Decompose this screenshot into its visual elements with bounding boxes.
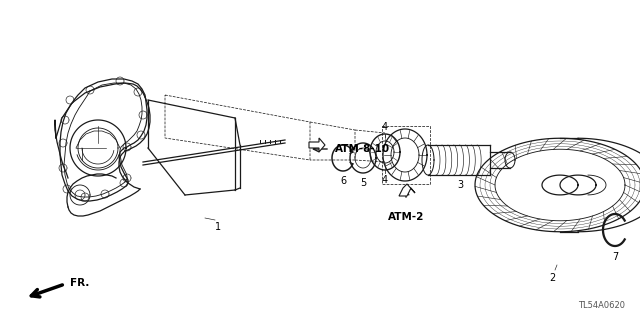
Text: 4: 4 bbox=[382, 175, 388, 185]
Text: TL54A0620: TL54A0620 bbox=[578, 301, 625, 310]
Polygon shape bbox=[309, 138, 325, 152]
Text: 6: 6 bbox=[340, 176, 346, 186]
Text: 2: 2 bbox=[549, 273, 555, 283]
Text: ATM-8-10: ATM-8-10 bbox=[335, 144, 390, 154]
Text: ATM-2: ATM-2 bbox=[388, 212, 424, 222]
Text: 3: 3 bbox=[457, 180, 463, 190]
Text: FR.: FR. bbox=[70, 278, 90, 288]
Text: 7: 7 bbox=[612, 252, 618, 262]
Text: 4: 4 bbox=[382, 122, 388, 132]
Polygon shape bbox=[399, 184, 415, 196]
Text: 5: 5 bbox=[360, 178, 366, 188]
Polygon shape bbox=[60, 79, 147, 201]
Text: 1: 1 bbox=[215, 222, 221, 232]
